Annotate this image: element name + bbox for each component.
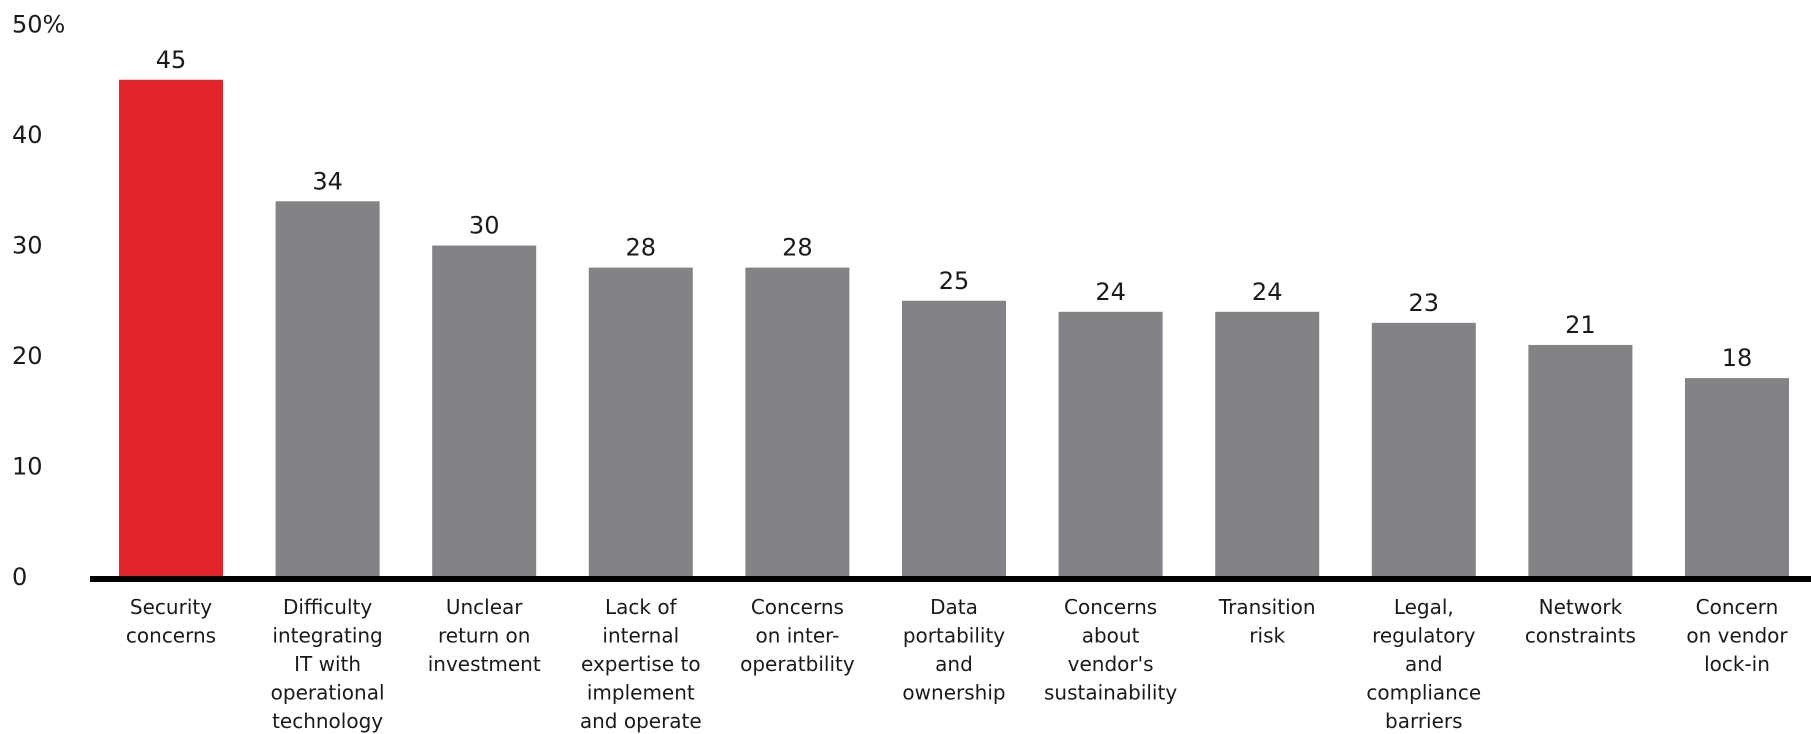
category-label: Concerns	[1064, 595, 1157, 619]
bar	[119, 79, 223, 577]
value-labels: 45 34 30 28 28 25 24 24 23 21 18	[156, 46, 1753, 372]
bars	[119, 79, 1789, 578]
category-label: investment	[428, 652, 541, 676]
category-label: and operate	[580, 709, 702, 733]
category-label: on inter-	[755, 624, 839, 648]
category-label: Concerns	[751, 595, 844, 619]
category-label: portability	[903, 624, 1005, 648]
category-label: technology	[272, 709, 383, 733]
category-label: regulatory	[1372, 624, 1476, 648]
category-label: compliance	[1366, 681, 1481, 705]
bar	[1215, 311, 1320, 577]
bar-value-label: 28	[782, 234, 813, 262]
category-label: Difficulty	[283, 595, 372, 619]
category-label: and	[1405, 652, 1443, 676]
bar-value-label: 45	[156, 46, 187, 74]
category-label: integrating	[272, 624, 382, 648]
y-tick-label: 40	[12, 121, 43, 149]
category-label: constraints	[1525, 624, 1636, 648]
bar-value-label: 25	[939, 267, 970, 295]
category-label: expertise to	[581, 652, 701, 676]
category-label: Legal,	[1394, 595, 1454, 619]
bar-value-label: 34	[312, 167, 343, 195]
category-label: Concern	[1696, 595, 1779, 619]
bar	[1528, 344, 1633, 577]
y-tick-label: 0	[12, 563, 27, 591]
category-label: internal	[602, 624, 679, 648]
category-label: sustainability	[1044, 681, 1177, 705]
category-label: barriers	[1385, 709, 1463, 733]
category-label: and	[935, 652, 973, 676]
bar	[1058, 311, 1163, 577]
category-label: about	[1082, 624, 1140, 648]
category-label: Network	[1539, 595, 1623, 619]
bar	[1685, 378, 1789, 577]
category-label: Security	[130, 595, 212, 619]
category-label: lock-in	[1704, 652, 1770, 676]
category-label: vendor's	[1068, 652, 1154, 676]
category-label: operatbility	[740, 652, 855, 676]
category-label: operational	[271, 681, 385, 705]
bar	[745, 267, 850, 577]
category-label: Lack of	[605, 595, 678, 619]
category-label: on vendor	[1686, 624, 1788, 648]
bar	[432, 245, 537, 577]
bar-value-label: 18	[1722, 344, 1753, 372]
bar	[588, 267, 693, 577]
category-label: ownership	[902, 681, 1005, 705]
bar-value-label: 30	[469, 212, 500, 240]
bar-value-label: 24	[1095, 278, 1126, 306]
y-tick-label: 20	[12, 342, 43, 370]
category-label: concerns	[126, 624, 216, 648]
category-labels: Security concerns Difficulty integrating IT …	[126, 595, 1788, 733]
bar-value-label: 24	[1252, 278, 1283, 306]
bar-value-label: 28	[626, 234, 657, 262]
bar	[1371, 322, 1476, 577]
category-label: Unclear	[446, 595, 523, 619]
bar-value-label: 21	[1565, 311, 1596, 339]
category-label: implement	[587, 681, 695, 705]
bar	[902, 300, 1006, 577]
y-tick-label: 50%	[12, 11, 65, 39]
y-axis-ticks: 0 10 20 30 40 50%	[12, 11, 65, 592]
category-label: Data	[930, 595, 978, 619]
category-label: IT with	[294, 652, 361, 676]
category-label: Transition	[1218, 595, 1316, 619]
category-label: risk	[1249, 624, 1285, 648]
bar-value-label: 23	[1409, 289, 1440, 317]
y-tick-label: 30	[12, 232, 43, 260]
category-label: return on	[438, 624, 530, 648]
bar	[275, 201, 380, 578]
y-tick-label: 10	[12, 453, 43, 481]
